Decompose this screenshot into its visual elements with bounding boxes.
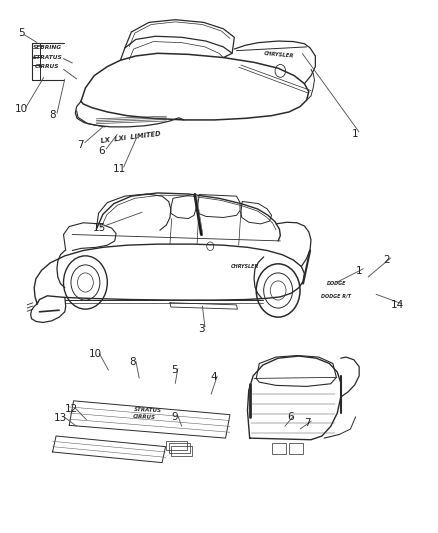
Text: 5: 5: [18, 28, 25, 38]
Text: CIRRUS: CIRRUS: [35, 63, 60, 69]
Text: STRATUS: STRATUS: [32, 54, 62, 60]
Text: 15: 15: [93, 223, 106, 233]
Text: 12: 12: [65, 405, 78, 414]
Text: 11: 11: [113, 165, 126, 174]
Text: SEBRING: SEBRING: [33, 45, 62, 51]
Text: 9: 9: [171, 413, 178, 422]
Text: 5: 5: [171, 365, 178, 375]
Text: STRATUS: STRATUS: [134, 407, 162, 413]
Text: 13: 13: [54, 414, 67, 423]
Text: 1: 1: [351, 130, 358, 139]
Text: 2: 2: [383, 255, 390, 264]
Text: 8: 8: [49, 110, 56, 120]
Text: DODGE R/T: DODGE R/T: [321, 293, 351, 298]
Text: 8: 8: [129, 358, 136, 367]
Text: CIRRUS: CIRRUS: [133, 414, 156, 420]
Text: 7: 7: [304, 418, 311, 427]
Text: 7: 7: [77, 140, 84, 150]
Text: CHRYSLER: CHRYSLER: [264, 51, 295, 58]
Text: 1: 1: [356, 266, 363, 276]
Text: 4: 4: [210, 373, 217, 382]
Text: CHRYSLER: CHRYSLER: [231, 264, 259, 269]
Text: LX  LXi  LIMITED: LX LXi LIMITED: [100, 131, 161, 143]
Text: 14: 14: [391, 300, 404, 310]
Text: 6: 6: [287, 413, 294, 422]
Text: 6: 6: [98, 147, 105, 156]
Text: 10: 10: [14, 104, 28, 114]
Text: 3: 3: [198, 325, 205, 334]
Text: 10: 10: [89, 350, 102, 359]
Text: DODGE: DODGE: [327, 281, 346, 286]
